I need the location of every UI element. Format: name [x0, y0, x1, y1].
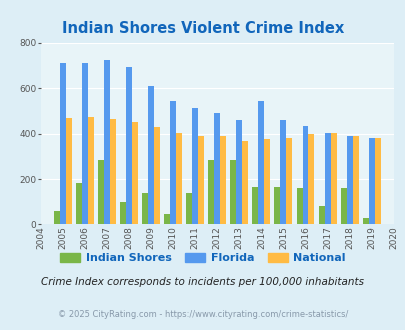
Bar	[198, 136, 204, 224]
Bar	[119, 202, 126, 224]
Bar	[208, 160, 214, 224]
Bar	[296, 188, 302, 224]
Bar	[340, 188, 346, 224]
Bar	[374, 138, 380, 224]
Bar	[308, 134, 314, 224]
Bar	[258, 101, 264, 224]
Bar	[362, 218, 368, 224]
Bar	[109, 119, 115, 224]
Bar	[153, 127, 160, 224]
Bar	[274, 187, 280, 224]
Bar	[330, 133, 336, 224]
Bar	[60, 63, 66, 224]
Bar	[352, 136, 358, 224]
Bar	[346, 136, 352, 224]
Bar	[148, 85, 153, 224]
Bar	[126, 67, 132, 224]
Text: Indian Shores Violent Crime Index: Indian Shores Violent Crime Index	[62, 21, 343, 36]
Bar	[176, 133, 181, 224]
Bar	[230, 160, 236, 224]
Bar	[132, 122, 138, 224]
Bar	[81, 63, 87, 224]
Bar	[164, 214, 170, 224]
Text: © 2025 CityRating.com - https://www.cityrating.com/crime-statistics/: © 2025 CityRating.com - https://www.city…	[58, 310, 347, 319]
Bar	[302, 126, 308, 224]
Bar	[324, 133, 330, 224]
Bar	[286, 138, 292, 224]
Bar	[170, 101, 176, 224]
Bar	[318, 206, 324, 224]
Bar	[252, 187, 258, 224]
Bar	[236, 120, 242, 224]
Bar	[104, 60, 109, 224]
Bar	[142, 193, 148, 224]
Bar	[192, 108, 198, 224]
Bar	[368, 138, 374, 224]
Bar	[264, 139, 270, 224]
Legend: Indian Shores, Florida, National: Indian Shores, Florida, National	[56, 248, 349, 268]
Bar	[242, 141, 247, 224]
Bar	[280, 120, 286, 224]
Bar	[220, 136, 226, 224]
Bar	[87, 117, 94, 224]
Bar	[53, 211, 60, 224]
Bar	[66, 118, 71, 224]
Bar	[76, 183, 81, 224]
Bar	[98, 160, 104, 224]
Text: Crime Index corresponds to incidents per 100,000 inhabitants: Crime Index corresponds to incidents per…	[41, 278, 364, 287]
Bar	[186, 193, 192, 224]
Bar	[214, 113, 220, 224]
